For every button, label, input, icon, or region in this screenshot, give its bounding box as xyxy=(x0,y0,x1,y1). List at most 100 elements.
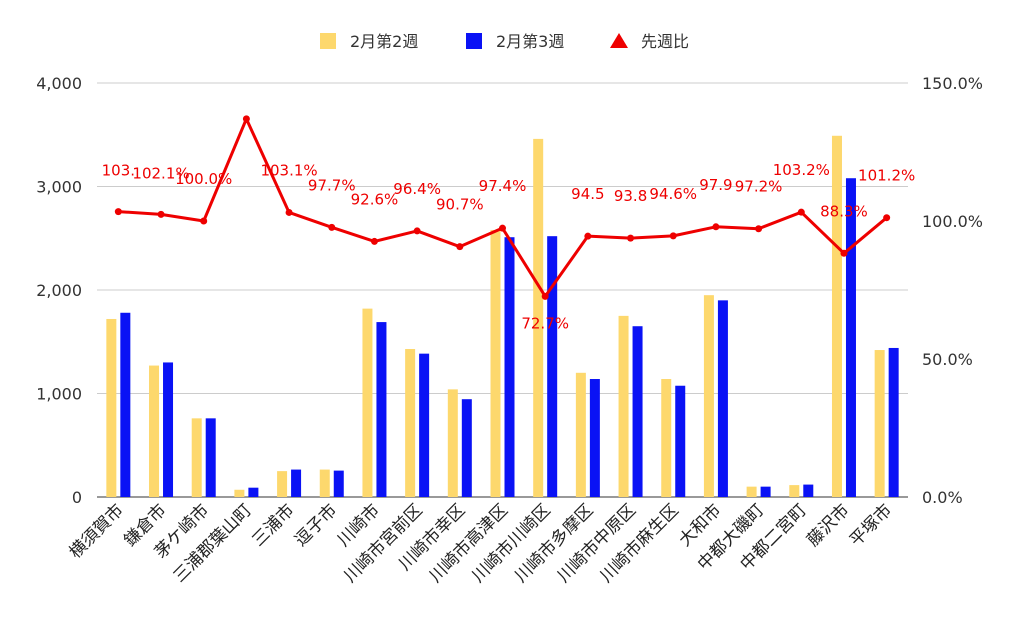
ratio-point xyxy=(840,249,848,257)
left-tick-label: 2,000 xyxy=(36,281,82,300)
bar-week3 xyxy=(760,486,771,497)
bar-week3 xyxy=(632,326,643,497)
category-axis-labels: 横須賀市鎌倉市茅ケ崎市三浦郡葉山町三浦市逗子市川崎市川崎市宮前区川崎市幸区川崎市… xyxy=(66,500,897,586)
ratio-data-label: 103.1% xyxy=(260,161,317,179)
bar-series xyxy=(106,135,899,497)
ratio-data-label: 97.4% xyxy=(479,177,527,195)
bar-week3 xyxy=(291,469,302,497)
ratio-data-label: 97.2% xyxy=(735,178,783,196)
category-label: 逗子市 xyxy=(291,500,341,550)
ratio-point xyxy=(114,208,122,216)
bar-week2 xyxy=(149,365,160,497)
legend: 2月第2週 2月第3週 先週比 xyxy=(320,32,689,51)
ratio-data-label: 102.1% xyxy=(132,164,189,182)
ratio-point xyxy=(584,232,592,240)
right-tick-label: 50.0% xyxy=(922,350,973,369)
ratio-point xyxy=(499,224,506,232)
ratio-data-label: 103.2% xyxy=(773,161,830,179)
bar-week3 xyxy=(120,312,131,497)
right-tick-label: 100.0% xyxy=(922,212,983,231)
legend-label: 2月第2週 xyxy=(350,32,418,51)
ratio-point xyxy=(328,223,336,231)
ratio-data-label: 72.7% xyxy=(521,314,569,332)
bar-week3 xyxy=(504,237,515,497)
bar-week3 xyxy=(248,487,259,497)
ratio-point xyxy=(456,243,464,251)
bar-week3 xyxy=(419,353,430,497)
bar-week2 xyxy=(277,471,288,497)
ratio-point xyxy=(755,225,763,233)
ratio-line xyxy=(118,117,888,298)
ratio-point xyxy=(242,115,250,123)
bar-week2 xyxy=(874,350,885,497)
ratio-point xyxy=(669,232,677,240)
bar-week2 xyxy=(703,295,714,497)
ratio-data-label: 93.8 xyxy=(614,187,647,205)
bar-week2 xyxy=(661,379,672,497)
legend-label: 2月第3週 xyxy=(496,32,564,51)
bar-week2 xyxy=(831,135,842,497)
bar-week2 xyxy=(234,489,245,497)
bar-week3 xyxy=(717,300,728,497)
ratio-line-series xyxy=(114,115,891,300)
bar-week3 xyxy=(803,484,814,497)
ratio-data-label: 90.7% xyxy=(436,196,484,214)
bar-week3 xyxy=(163,362,174,497)
ratio-point xyxy=(883,214,891,222)
ratio-data-label: 101.2% xyxy=(858,167,915,185)
bar-week2 xyxy=(618,315,629,497)
bar-week3 xyxy=(547,236,558,497)
right-tick-label: 150.0% xyxy=(922,74,983,93)
ratio-data-label: 94.6% xyxy=(649,185,697,203)
category-label: 三浦市 xyxy=(248,500,298,550)
legend-label: 先週比 xyxy=(641,32,689,51)
left-tick-label: 1,000 xyxy=(36,385,82,404)
right-axis: 0.0% 50.0% 100.0% 150.0% xyxy=(922,74,983,507)
ratio-data-label: 100.0% xyxy=(175,170,232,188)
bar-week2 xyxy=(447,389,458,497)
ratio-point xyxy=(413,227,421,235)
bar-week2 xyxy=(362,308,373,497)
category-label: 平塚市 xyxy=(846,500,896,550)
bar-week2 xyxy=(191,418,202,497)
bar-week2 xyxy=(490,229,501,497)
ratio-point xyxy=(797,208,805,216)
bar-week3 xyxy=(333,470,344,497)
ratio-data-label: 97.9 xyxy=(699,176,732,194)
bar-week2 xyxy=(789,485,800,497)
bar-week2 xyxy=(575,372,586,497)
bar-week3 xyxy=(888,347,899,497)
left-tick-label: 3,000 xyxy=(36,178,82,197)
left-axis: 0 1,000 2,000 3,000 4,000 xyxy=(36,74,82,507)
ratio-point xyxy=(627,234,635,242)
category-label: 藤沢市 xyxy=(803,500,853,550)
legend-swatch xyxy=(320,33,336,49)
bar-week3 xyxy=(845,178,856,497)
bar-week3 xyxy=(461,399,472,497)
ratio-data-label: 97.7% xyxy=(308,176,356,194)
ratio-point xyxy=(541,292,549,300)
bar-week2 xyxy=(319,469,330,497)
ratio-point xyxy=(285,208,293,216)
category-label: 横須賀市 xyxy=(66,500,128,562)
ratio-data-label: 103. xyxy=(102,162,135,180)
bar-week2 xyxy=(533,138,544,497)
bar-week3 xyxy=(376,322,387,497)
bar-week2 xyxy=(106,318,117,497)
bar-week3 xyxy=(675,385,686,497)
ratio-data-label: 88.3% xyxy=(820,202,868,220)
ratio-data-label: 96.4% xyxy=(393,180,441,198)
bar-week2 xyxy=(405,348,416,497)
bar-week2 xyxy=(746,486,757,497)
ratio-data-label: 92.6% xyxy=(351,190,399,208)
bar-week3 xyxy=(205,418,216,497)
ratio-point xyxy=(712,223,720,231)
legend-swatch xyxy=(466,33,482,49)
left-tick-label: 4,000 xyxy=(36,74,82,93)
ratio-data-labels: 103.102.1%100.0% 103.1%97.7%92.6%96.4%90.… xyxy=(102,161,916,332)
bar-week3 xyxy=(589,379,600,497)
right-tick-label: 0.0% xyxy=(922,488,963,507)
ratio-data-label: 94.5 xyxy=(571,185,604,203)
ratio-point xyxy=(370,237,378,245)
